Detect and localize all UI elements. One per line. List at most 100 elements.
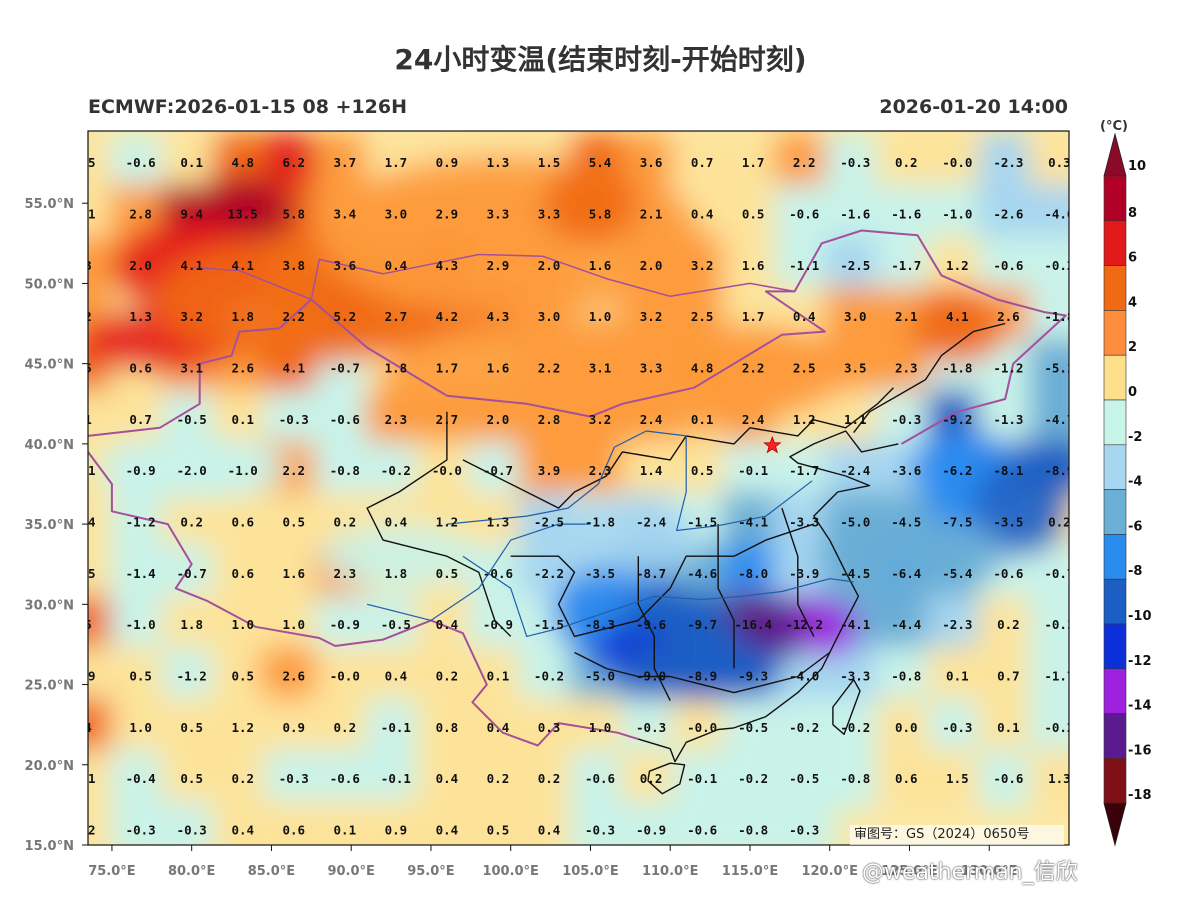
grid-value: .5 xyxy=(80,566,95,581)
grid-value: -0.2 xyxy=(738,771,768,786)
field-cell xyxy=(1029,544,1069,604)
field-cell xyxy=(518,698,580,758)
grid-value: -9.6 xyxy=(636,617,666,632)
field-blob xyxy=(542,500,703,581)
colorbar-segment xyxy=(1103,758,1127,804)
grid-value: -4.1 xyxy=(840,617,870,632)
grid-value: -0.6 xyxy=(993,771,1023,786)
grid-value: 0.2 xyxy=(334,514,357,529)
province-border xyxy=(717,524,735,669)
province-border xyxy=(462,387,894,509)
grid-value: 1.0 xyxy=(129,720,152,735)
lon-tick-label: 80.0°E xyxy=(168,864,215,879)
grid-value: 2.5 xyxy=(691,309,714,324)
grid-value: -1.6 xyxy=(840,206,870,221)
field-blob xyxy=(813,516,1006,597)
field-cell xyxy=(365,698,427,758)
grid-value: 0.7 xyxy=(129,412,152,427)
field-cell xyxy=(161,646,223,707)
field-cell xyxy=(927,749,988,809)
field-cell xyxy=(569,698,631,758)
grid-value: 2.0 xyxy=(487,412,510,427)
grid-value: -9.3 xyxy=(738,669,768,684)
grid-value: -3.5 xyxy=(993,514,1023,529)
grid-value: 2.0 xyxy=(640,258,663,273)
model-run-label: ECMWF:2026-01-15 08 +126H xyxy=(88,96,408,118)
grid-value: 1.3 xyxy=(487,155,510,170)
grid-value: -3.6 xyxy=(891,463,921,478)
field-cell xyxy=(467,800,529,845)
field-cell xyxy=(824,184,886,245)
colorbar-segment xyxy=(1103,265,1127,311)
grid-value: 9.4 xyxy=(180,206,203,221)
colorbar-label: -8 xyxy=(1128,564,1142,579)
grid-value: 5.4 xyxy=(589,155,612,170)
field-cell xyxy=(978,646,1039,707)
field-cell xyxy=(824,287,886,347)
lat-tick-label: 40.0°N xyxy=(25,438,74,453)
grid-value: -0.2 xyxy=(1044,720,1074,735)
grid-value: 0.2 xyxy=(895,155,918,170)
grid-value: 0.4 xyxy=(691,206,714,221)
lon-tick-label: 90.0°E xyxy=(327,864,374,879)
field-cell xyxy=(314,133,376,193)
grid-value: -2.4 xyxy=(636,514,666,529)
chart-title: 24小时变温(结束时刻-开始时刻) xyxy=(394,43,807,76)
field-cell xyxy=(314,390,376,450)
grid-value: -1.7 xyxy=(789,463,819,478)
grid-value: 3.2 xyxy=(640,309,663,324)
grid-value: -0.9 xyxy=(636,823,666,838)
grid-value: 4.2 xyxy=(436,309,459,324)
grid-value: -0.8 xyxy=(891,669,921,684)
field-cell xyxy=(620,698,682,758)
field-cell xyxy=(773,184,835,245)
grid-value: 2.2 xyxy=(538,360,561,375)
grid-value: .1 xyxy=(80,206,95,221)
field-cell xyxy=(773,800,835,845)
colorbar-segment xyxy=(1103,175,1127,222)
grid-value: .5 xyxy=(80,155,95,170)
grid-value: -3.3 xyxy=(789,514,819,529)
grid-value: -9.0 xyxy=(636,669,666,684)
colorbar-segment xyxy=(1103,489,1127,535)
grid-value: 0.9 xyxy=(385,823,408,838)
field-cell xyxy=(110,133,171,193)
field-cell xyxy=(824,133,886,193)
grid-value: 0.3 xyxy=(538,720,561,735)
field-cell xyxy=(518,749,580,809)
field-blob xyxy=(255,652,320,685)
field-cell xyxy=(722,441,784,501)
colorbar-label: 6 xyxy=(1128,251,1137,266)
province-border xyxy=(366,411,512,637)
grid-value: -9.2 xyxy=(942,412,972,427)
grid-value: 1.8 xyxy=(385,360,408,375)
grid-value: -0.8 xyxy=(738,823,768,838)
grid-value: -0.7 xyxy=(1044,566,1074,581)
grid-value: -0.9 xyxy=(483,617,513,632)
field-cell xyxy=(263,749,325,809)
field-cell xyxy=(518,646,580,707)
grid-value: -6.2 xyxy=(942,463,972,478)
grid-value: 0.4 xyxy=(436,617,459,632)
grid-value: 2.2 xyxy=(742,360,765,375)
grid-value: 5 xyxy=(84,360,92,375)
grid-value: -8.7 xyxy=(636,566,666,581)
grid-value: 2.9 xyxy=(487,258,510,273)
grid-value: -5.1 xyxy=(1044,360,1074,375)
grid-value: 3.1 xyxy=(180,360,203,375)
grid-value: -0.4 xyxy=(126,771,156,786)
grid-value: -0.8 xyxy=(330,463,360,478)
grid-value: 2.6 xyxy=(997,309,1020,324)
field-blob xyxy=(319,524,479,589)
grid-value: 0.1 xyxy=(997,720,1020,735)
field-cell xyxy=(671,133,733,193)
river xyxy=(366,523,591,621)
grid-value: 2.0 xyxy=(538,258,561,273)
grid-value: 1.0 xyxy=(589,309,612,324)
grid-value: 0.4 xyxy=(793,309,816,324)
grid-value: 1.7 xyxy=(742,155,765,170)
field-cell xyxy=(927,698,988,758)
grid-value: -5.0 xyxy=(840,514,870,529)
grid-value: 2.6 xyxy=(231,360,254,375)
